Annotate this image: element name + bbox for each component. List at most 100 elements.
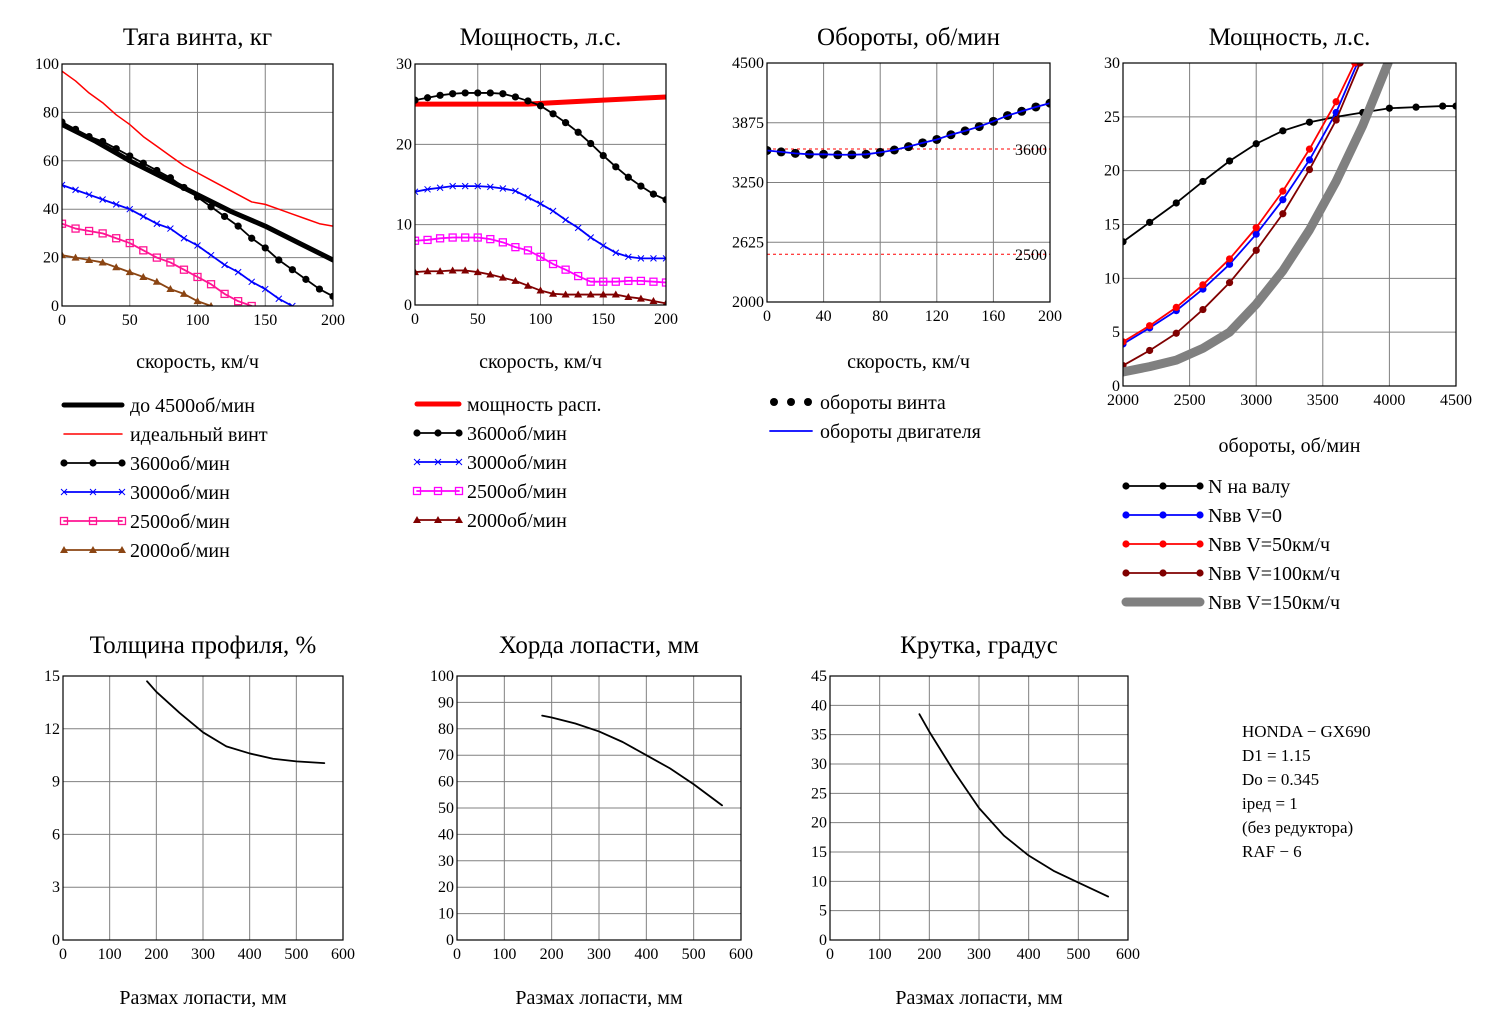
data-point <box>1159 511 1167 519</box>
legend-label: 2000об/мин <box>130 540 230 562</box>
data-point <box>1252 246 1260 254</box>
x-tick-label: 300 <box>967 946 991 963</box>
x-tick-label: 50 <box>470 311 486 328</box>
legend-item: идеальный винт <box>63 424 268 446</box>
data-point <box>455 516 463 523</box>
data-point <box>125 268 134 276</box>
data-point <box>207 251 215 259</box>
legend-item: 2000об/мин <box>60 540 230 562</box>
data-point <box>1252 230 1260 238</box>
x-tick-label: 200 <box>917 946 941 963</box>
data-point <box>98 229 107 238</box>
x-tick-label: 0 <box>58 312 66 329</box>
y-tick-label: 60 <box>43 153 59 170</box>
chart-thrust: Тяга винта, кг 0 50 100 150 200 0 20 40 60 80 100 ск… <box>35 24 345 562</box>
data-point <box>1199 281 1207 289</box>
data-point <box>649 277 658 286</box>
legend-label: Nвв V=150км/ч <box>1208 592 1340 614</box>
plot-area <box>146 680 326 765</box>
y-tick-label: 0 <box>52 932 60 949</box>
series-line <box>1123 63 1393 377</box>
data-point <box>98 258 107 266</box>
y-tick-label: 15 <box>811 844 827 861</box>
series-3-Nвв-V=100км/ч <box>1123 63 1364 370</box>
info-gear-note: (без редуктора) <box>1242 818 1354 837</box>
data-point <box>1252 140 1260 148</box>
chart-title: Тяга винта, кг <box>123 24 272 51</box>
data-point <box>562 216 569 224</box>
legend-label: Nвв V=100км/ч <box>1208 563 1340 585</box>
data-point <box>88 516 98 526</box>
x-tick-label: 200 <box>654 311 678 328</box>
data-point <box>624 292 633 300</box>
legend-item: Nвв V=150км/ч <box>1121 592 1340 614</box>
data-point <box>1279 187 1287 195</box>
data-point <box>612 163 620 171</box>
data-point <box>139 246 148 255</box>
y-tick-label: 2000 <box>732 294 764 311</box>
data-point <box>179 265 189 274</box>
data-point <box>62 219 67 228</box>
x-tick-label: 100 <box>529 311 553 328</box>
plot-frame <box>456 675 742 941</box>
data-point <box>611 277 620 286</box>
x-tick-label: 150 <box>591 311 615 328</box>
data-point <box>423 267 432 275</box>
data-point <box>661 278 666 287</box>
y-tick-label: 50 <box>438 800 454 817</box>
x-axis-label: обороты, об/мин <box>1219 435 1361 457</box>
data-point <box>1146 218 1154 226</box>
data-point <box>194 242 201 249</box>
y-tick-label: 20 <box>396 136 412 153</box>
y-tick-label: 6 <box>52 826 60 843</box>
legend-marker <box>787 398 795 406</box>
y-tick-label: 10 <box>396 217 412 234</box>
data-point <box>537 200 544 208</box>
x-axis-label: скорость, км/ч <box>847 351 970 373</box>
data-point <box>523 246 533 255</box>
data-point <box>112 145 120 153</box>
data-point <box>220 289 229 299</box>
data-point <box>248 278 256 286</box>
data-point <box>561 290 570 298</box>
data-point <box>89 546 97 553</box>
data-point <box>435 234 445 243</box>
data-point <box>486 89 494 97</box>
data-point <box>1122 569 1130 577</box>
data-point <box>60 546 68 553</box>
data-point <box>561 265 570 274</box>
data-point <box>85 133 93 141</box>
data-point <box>512 187 519 195</box>
legend-label: Nвв V=50км/ч <box>1208 534 1330 556</box>
chart-power-speed: Мощность, л.с. 0 50 100 150 200 0 10 20 30 скорост… <box>396 24 678 532</box>
data-point <box>649 296 658 304</box>
chart-title: Мощность, л.с. <box>460 24 622 51</box>
chart-title: Хорда лопасти, мм <box>499 632 699 659</box>
y-tick-label: 0 <box>819 932 827 949</box>
plot-frame <box>61 63 334 307</box>
data-point <box>434 516 442 523</box>
data-point <box>117 516 127 526</box>
y-tick-label: 45 <box>811 668 827 685</box>
legend-label: 2500об/мин <box>130 511 230 533</box>
series-line <box>62 222 253 306</box>
data-point <box>1159 482 1167 490</box>
plot-area <box>541 714 723 807</box>
series-2-обороты-двигателя <box>767 102 1050 156</box>
series-0-3000об/мин <box>62 181 296 306</box>
data-point <box>523 281 532 289</box>
series-line <box>1123 105 1456 243</box>
data-point <box>415 96 419 104</box>
chart-title: Толщина профиля, % <box>90 632 317 659</box>
legend-label: 2500об/мин <box>467 481 567 503</box>
legend-item: до 4500об/мин <box>61 395 255 417</box>
series-6-twist <box>918 713 1110 898</box>
data-point <box>208 302 214 306</box>
info-raf: RAF − 6 <box>1242 842 1302 861</box>
x-tick-label: 500 <box>1066 946 1090 963</box>
chart-thickness: Толщина профиля, % 0 100 200 300 400 500 600 0 3 6… <box>44 632 355 1009</box>
chart-title: Обороты, об/мин <box>817 24 1000 51</box>
data-point <box>662 299 666 305</box>
data-point <box>413 458 421 466</box>
